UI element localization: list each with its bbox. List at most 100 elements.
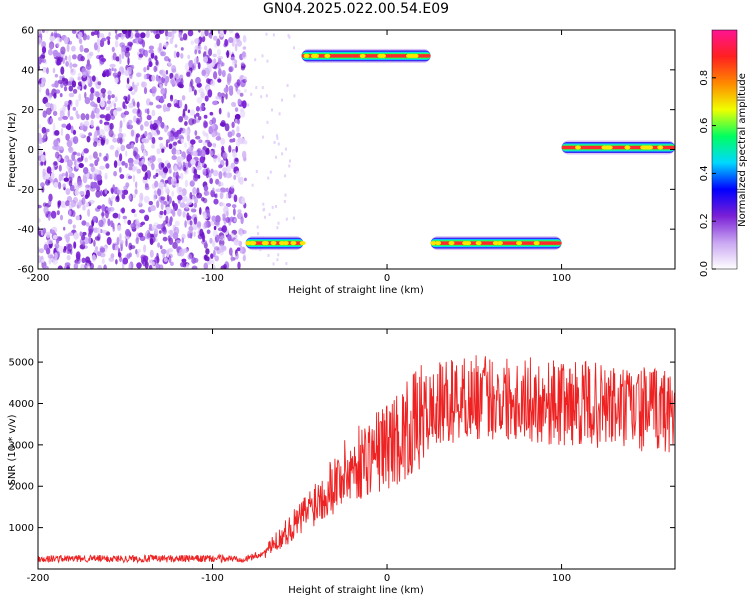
noise-speckle <box>251 183 254 187</box>
noise-blob <box>168 237 174 245</box>
noise-blob <box>107 218 111 227</box>
noise-speckle <box>261 86 264 90</box>
noise-blob <box>77 72 82 78</box>
noise-speckle <box>281 98 283 102</box>
noise-blob <box>152 122 158 130</box>
noise-blob <box>181 95 186 101</box>
noise-blob <box>118 53 122 60</box>
noise-blob <box>120 240 124 245</box>
noise-blob <box>213 58 217 65</box>
noise-blob <box>205 256 210 262</box>
noise-blob <box>198 30 201 33</box>
noise-blob <box>62 183 66 189</box>
noise-blob <box>127 57 130 66</box>
noise-blob <box>225 210 229 217</box>
noise-blob <box>79 231 83 237</box>
noise-blob <box>187 109 191 114</box>
noise-speckle <box>276 134 278 138</box>
noise-blob <box>97 205 102 210</box>
noise-blob <box>203 262 209 269</box>
noise-blob <box>145 30 150 38</box>
noise-blob <box>144 214 150 222</box>
noise-blob <box>114 30 118 35</box>
noise-blob <box>204 220 208 229</box>
noise-blob <box>107 90 112 96</box>
noise-speckle <box>276 258 279 262</box>
noise-blob <box>190 139 196 145</box>
noise-blob <box>228 247 233 256</box>
noise-speckle <box>260 95 263 99</box>
noise-blob <box>143 176 147 180</box>
noise-blob <box>214 193 217 198</box>
noise-blob <box>193 89 197 96</box>
noise-blob <box>41 67 48 73</box>
noise-blob <box>116 107 122 112</box>
noise-blob <box>71 152 76 162</box>
noise-blob <box>109 122 114 130</box>
x-tick-label: -200 <box>27 573 50 584</box>
y-tick-label: -40 <box>18 225 34 236</box>
noise-blob <box>147 134 151 140</box>
noise-blob <box>45 30 49 34</box>
signal-hotspot <box>303 53 310 58</box>
noise-blob <box>39 54 46 59</box>
noise-blob <box>178 116 184 123</box>
noise-blob <box>65 61 69 67</box>
noise-blob <box>96 227 102 234</box>
noise-blob <box>219 92 222 100</box>
noise-blob <box>205 49 209 57</box>
noise-blob <box>163 125 168 133</box>
noise-blob <box>53 161 58 166</box>
noise-blob <box>193 202 197 208</box>
y-tick-label: 3000 <box>9 440 34 451</box>
noise-blob <box>67 243 73 252</box>
noise-speckle <box>275 204 277 208</box>
noise-blob <box>157 242 161 248</box>
noise-blob <box>225 187 229 193</box>
noise-blob <box>205 248 210 255</box>
noise-blob <box>155 104 162 109</box>
y-tick-label: 40 <box>21 65 34 76</box>
noise-blob <box>168 58 171 63</box>
noise-blob <box>105 210 109 219</box>
noise-blob <box>87 70 91 75</box>
noise-blob <box>91 181 98 189</box>
noise-blob <box>172 208 176 217</box>
noise-speckle <box>267 176 270 180</box>
noise-blob <box>40 161 44 166</box>
noise-blob <box>136 109 142 118</box>
noise-blob <box>140 256 145 265</box>
noise-blob <box>237 261 241 269</box>
noise-blob <box>171 31 175 40</box>
noise-blob <box>125 228 131 237</box>
noise-blob <box>233 238 240 246</box>
noise-blob <box>68 54 72 63</box>
snr-line-area <box>38 355 675 564</box>
noise-blob <box>202 130 206 135</box>
noise-blob <box>72 106 77 111</box>
noise-blob <box>222 167 228 173</box>
noise-blob <box>164 80 168 87</box>
noise-blob <box>140 124 144 131</box>
noise-blob <box>226 165 232 173</box>
noise-blob <box>115 259 118 265</box>
signal-hotspot <box>249 241 256 246</box>
noise-blob <box>101 258 105 265</box>
noise-blob <box>67 159 73 168</box>
noise-blob <box>143 244 147 253</box>
noise-blob <box>52 258 58 265</box>
noise-blob <box>148 49 154 54</box>
noise-blob <box>72 88 78 94</box>
spectrogram-ylabel: Frequency (Hz) <box>7 112 18 188</box>
noise-blob <box>150 52 155 59</box>
noise-blob <box>149 249 154 258</box>
noise-blob <box>78 163 84 168</box>
noise-blob <box>61 123 67 128</box>
noise-blob <box>131 208 136 214</box>
noise-blob <box>241 229 247 235</box>
noise-blob <box>134 166 138 171</box>
noise-blob <box>210 253 214 259</box>
noise-blob <box>38 204 42 209</box>
noise-blob <box>109 145 115 150</box>
noise-blob <box>217 78 222 83</box>
